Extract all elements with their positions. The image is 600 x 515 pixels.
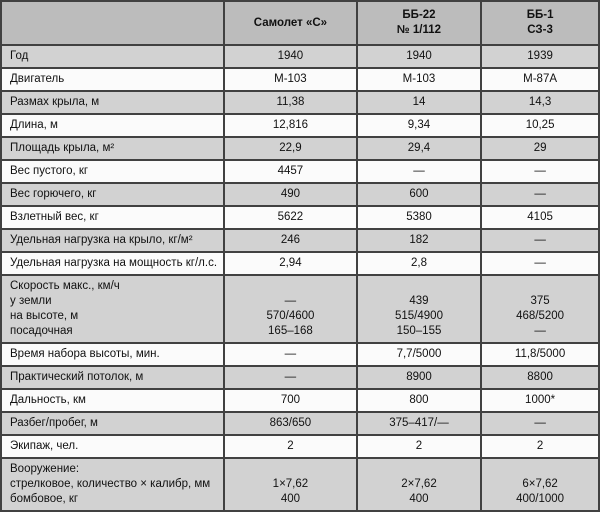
header-row: Самолет «С» ББ-22 № 1/112 ББ-1 СЗ-3 [0, 0, 600, 46]
row-label: Год [0, 44, 226, 69]
table-row: Скорость макс., км/ч у земли на высоте, … [0, 274, 600, 344]
cell-bb-22: 5380 [355, 205, 483, 230]
header-cell-empty [0, 0, 226, 46]
cell-bb-1: 2 [480, 434, 600, 459]
cell-samolet-s: 4457 [223, 159, 358, 184]
row-label: Разбег/пробег, м [0, 411, 226, 436]
cell-bb-22: 29,4 [355, 136, 483, 161]
cell-bb-1: 11,8/5000 [480, 342, 600, 367]
cell-bb-22: 14 [355, 90, 483, 115]
cell-bb-1: 4105 [480, 205, 600, 230]
cell-samolet-s: М-103 [223, 67, 358, 92]
table-row: Площадь крыла, м² 22,9 29,4 29 [0, 136, 600, 161]
cell-bb-22: 2 [355, 434, 483, 459]
header-cell-bb-22: ББ-22 № 1/112 [355, 0, 483, 46]
table-row: Вес пустого, кг 4457— — [0, 159, 600, 184]
row-label: Удельная нагрузка на крыло, кг/м² [0, 228, 226, 253]
table-row: Год 1940 1940 1939 [0, 44, 600, 69]
cell-bb-1: 6×7,62 400/1000 [480, 457, 600, 512]
cell-samolet-s: — 570/4600 165–168 [223, 274, 358, 344]
cell-bb-22: 800 [355, 388, 483, 413]
cell-bb-1: 1939 [480, 44, 600, 69]
cell-bb-1: 10,25 [480, 113, 600, 138]
cell-bb-22: 375–417/— [355, 411, 483, 436]
cell-samolet-s: 2 [223, 434, 358, 459]
table-row: Экипаж, чел. 2 2 2 [0, 434, 600, 459]
cell-samolet-s: — [223, 342, 358, 367]
row-label: Практический потолок, м [0, 365, 226, 390]
row-label: Вес пустого, кг [0, 159, 226, 184]
cell-bb-1: М-87А [480, 67, 600, 92]
cell-samolet-s: 12,816 [223, 113, 358, 138]
table-row: Удельная нагрузка на мощность кг/л.с. 2,9… [0, 251, 600, 276]
table-row: Вес горючего, кг 490 600— [0, 182, 600, 207]
row-label: Вес горючего, кг [0, 182, 226, 207]
row-label: Скорость макс., км/ч у земли на высоте, … [0, 274, 226, 344]
cell-bb-22: 600 [355, 182, 483, 207]
cell-samolet-s: 1940 [223, 44, 358, 69]
cell-bb-22: 2×7,62 400 [355, 457, 483, 512]
row-label: Дальность, км [0, 388, 226, 413]
table-row: Время набора высоты, мин. —7,7/5000 11,8/5… [0, 342, 600, 367]
header-cell-bb-1: ББ-1 СЗ-3 [480, 0, 600, 46]
table-body: Год 1940 1940 1939 Двигатель М-103 М-103 М-87А Р… [0, 44, 600, 512]
table-row: Размах крыла, м 11,38 14 14,3 [0, 90, 600, 115]
cell-bb-1: 1000* [480, 388, 600, 413]
table-row: Дальность, км 700 800 1000* [0, 388, 600, 413]
cell-bb-1: 8800 [480, 365, 600, 390]
cell-samolet-s: 11,38 [223, 90, 358, 115]
row-label: Время набора высоты, мин. [0, 342, 226, 367]
row-label: Вооружение: стрелковое, количество × кал… [0, 457, 226, 512]
cell-samolet-s: 863/650 [223, 411, 358, 436]
header-cell-samolet-s: Самолет «С» [223, 0, 358, 46]
cell-bb-1: — [480, 228, 600, 253]
cell-samolet-s: 2,94 [223, 251, 358, 276]
cell-bb-1: — [480, 159, 600, 184]
row-label: Двигатель [0, 67, 226, 92]
cell-bb-22: 8900 [355, 365, 483, 390]
table-row: Длина, м 12,816 9,34 10,25 [0, 113, 600, 138]
table-header: Самолет «С» ББ-22 № 1/112 ББ-1 СЗ-3 [0, 0, 600, 46]
row-label: Длина, м [0, 113, 226, 138]
cell-samolet-s: 246 [223, 228, 358, 253]
table-row: Вооружение: стрелковое, количество × кал… [0, 457, 600, 512]
cell-bb-22: 9,34 [355, 113, 483, 138]
cell-bb-1: 375 468/5200 — [480, 274, 600, 344]
cell-bb-1: 29 [480, 136, 600, 161]
table-row: Практический потолок, м —8900 8800 [0, 365, 600, 390]
table-row: Взлетный вес, кг 5622 5380 4105 [0, 205, 600, 230]
row-label: Размах крыла, м [0, 90, 226, 115]
table-row: Удельная нагрузка на крыло, кг/м² 246 182— [0, 228, 600, 253]
row-label: Площадь крыла, м² [0, 136, 226, 161]
cell-samolet-s: 5622 [223, 205, 358, 230]
cell-samolet-s: — [223, 365, 358, 390]
cell-samolet-s: 490 [223, 182, 358, 207]
cell-bb-1: — [480, 251, 600, 276]
cell-bb-22: 182 [355, 228, 483, 253]
cell-samolet-s: 700 [223, 388, 358, 413]
cell-bb-22: М-103 [355, 67, 483, 92]
cell-bb-22: 7,7/5000 [355, 342, 483, 367]
cell-bb-22: 439 515/4900 150–155 [355, 274, 483, 344]
cell-bb-22: 1940 [355, 44, 483, 69]
row-label: Удельная нагрузка на мощность кг/л.с. [0, 251, 226, 276]
cell-bb-1: — [480, 411, 600, 436]
cell-bb-1: — [480, 182, 600, 207]
cell-samolet-s: 1×7,62 400 [223, 457, 358, 512]
table-row: Разбег/пробег, м 863/650 375–417/— — [0, 411, 600, 436]
cell-samolet-s: 22,9 [223, 136, 358, 161]
cell-bb-22: — [355, 159, 483, 184]
cell-bb-1: 14,3 [480, 90, 600, 115]
table-row: Двигатель М-103 М-103 М-87А [0, 67, 600, 92]
row-label: Экипаж, чел. [0, 434, 226, 459]
row-label: Взлетный вес, кг [0, 205, 226, 230]
cell-bb-22: 2,8 [355, 251, 483, 276]
